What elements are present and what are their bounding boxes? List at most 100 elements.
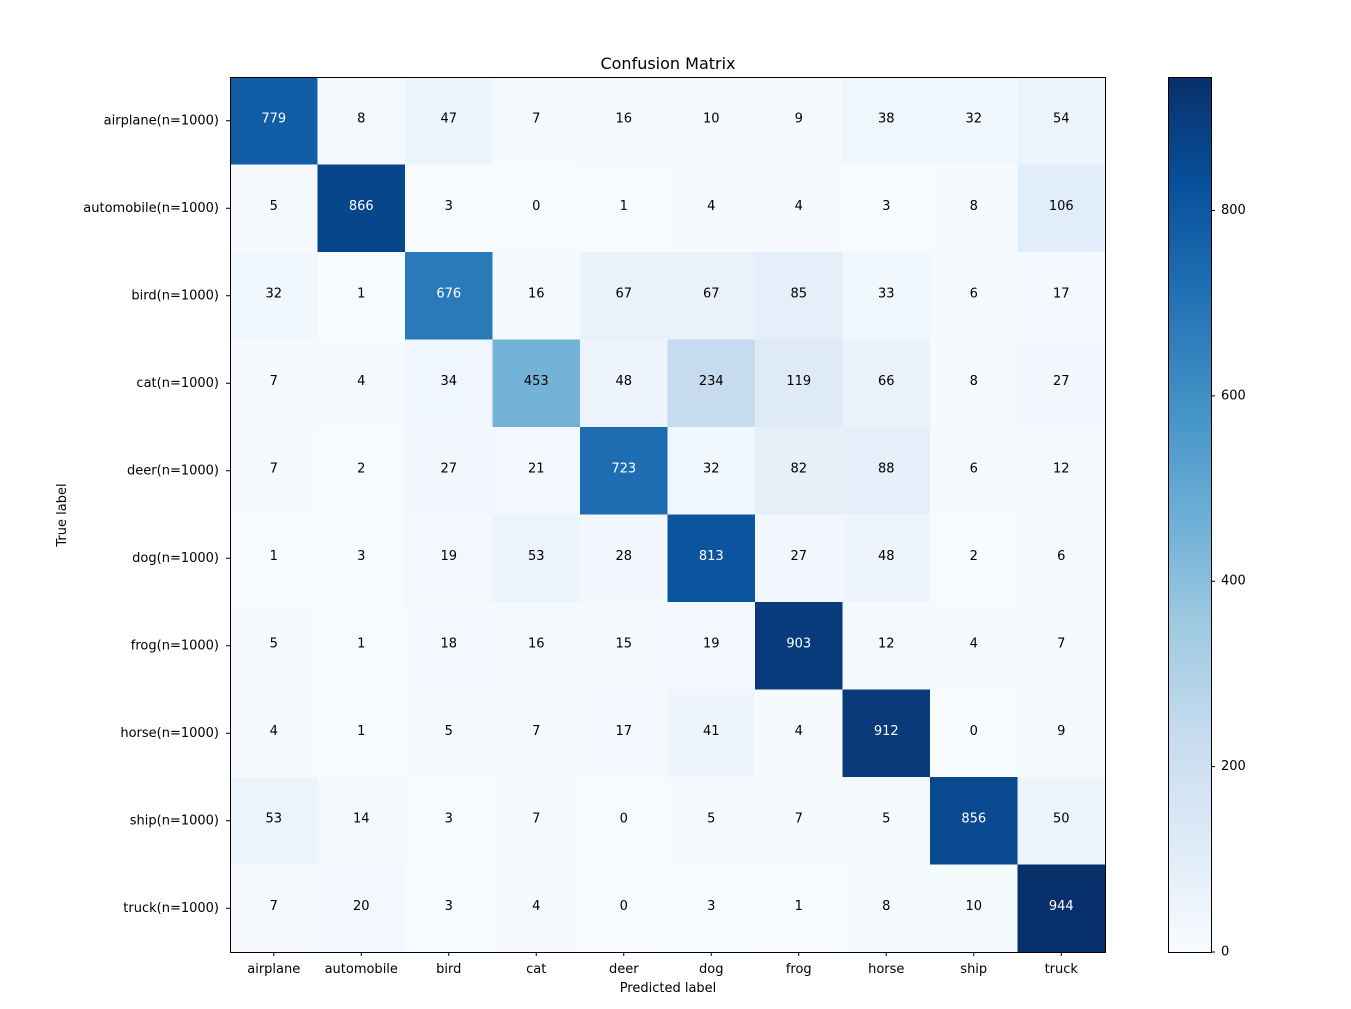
y-tick-label: airplane(n=1000): [104, 113, 219, 128]
cell-value-label: 4: [795, 724, 803, 739]
cell-value-label: 119: [786, 374, 811, 389]
y-axis-ticks: airplane(n=1000) automobile(n=1000) bird(n…: [83, 113, 230, 916]
cell-value-label: 4: [795, 199, 803, 214]
cell-value-label: 7: [532, 811, 540, 826]
cell-value-label: 12: [1053, 461, 1070, 476]
cell-value-label: 67: [615, 286, 632, 301]
heatmap-cell: [580, 339, 668, 428]
heatmap-cell: [667, 339, 756, 428]
cell-value-label: 5: [445, 724, 453, 739]
heatmap-cell: [667, 514, 756, 603]
heatmap-cell: [317, 689, 406, 778]
x-tick-label: deer: [609, 962, 639, 977]
y-tick-label: bird(n=1000): [131, 288, 219, 303]
cell-value-label: 18: [440, 636, 457, 651]
cell-value-label: 3: [445, 899, 453, 914]
heatmap-cell: [405, 864, 493, 953]
cell-value-label: 32: [703, 461, 720, 476]
cell-value-label: 4: [357, 374, 365, 389]
x-tick-label: horse: [868, 962, 904, 977]
heatmap-cell: [667, 77, 756, 165]
colorbar-tick-label: 0: [1221, 945, 1229, 960]
heatmap-cell: [1017, 602, 1106, 690]
cell-value-label: 6: [970, 286, 978, 301]
heatmap-cell: [317, 339, 406, 428]
cell-value-label: 28: [615, 549, 632, 564]
cell-value-label: 27: [1053, 374, 1070, 389]
cell-value-label: 912: [874, 724, 899, 739]
heatmap-cell: [842, 689, 931, 778]
cell-value-label: 4: [532, 899, 540, 914]
cell-value-label: 2: [357, 461, 365, 476]
cell-value-label: 9: [795, 111, 803, 126]
plot-frame: [230, 77, 1106, 953]
cell-value-label: 4: [270, 724, 278, 739]
cell-value-label: 944: [1049, 899, 1074, 914]
cell-value-label: 8: [970, 374, 978, 389]
heatmap-cell: [667, 777, 756, 865]
heatmap-cell: [755, 864, 843, 953]
heatmap-cell: [405, 339, 493, 428]
heatmap-cell: [930, 252, 1018, 340]
x-tick-label: bird: [436, 962, 461, 977]
heatmap-cell: [930, 777, 1018, 865]
cell-value-label: 2: [970, 549, 978, 564]
heatmap-cell: [492, 777, 581, 865]
x-axis-label: Predicted label: [620, 981, 717, 996]
cell-value-label: 66: [878, 374, 895, 389]
cell-value-label: 5: [270, 199, 278, 214]
heatmap-cell: [405, 689, 493, 778]
heatmap-cell: [580, 164, 668, 253]
cell-value-label: 47: [440, 111, 457, 126]
cell-value-label: 82: [790, 461, 807, 476]
heatmap-cell: [492, 77, 581, 165]
heatmap-cell: [317, 602, 406, 690]
heatmap-cell: [230, 777, 318, 865]
cell-value-label: 1: [270, 549, 278, 564]
heatmap-cell: [230, 252, 318, 340]
cell-value-label: 1: [620, 199, 628, 214]
heatmap-cell: [842, 777, 931, 865]
heatmap-cell: [1017, 339, 1106, 428]
chart-title: Confusion Matrix: [600, 54, 735, 73]
heatmap-cell: [492, 427, 581, 515]
x-tick-label: frog: [786, 962, 812, 977]
colorbar-tick-label: 400: [1221, 574, 1246, 589]
heatmap-cell: [667, 164, 756, 253]
cell-value-label: 7: [270, 374, 278, 389]
cell-value-label: 67: [703, 286, 720, 301]
heatmap-cell: [492, 514, 581, 603]
heatmap-cell: [405, 252, 493, 340]
cell-value-label: 0: [970, 724, 978, 739]
heatmap-cell: [755, 77, 843, 165]
cell-value-label: 50: [1053, 811, 1070, 826]
heatmap-cell: [930, 164, 1018, 253]
y-tick-label: ship(n=1000): [130, 813, 219, 828]
heatmap-cell: [755, 252, 843, 340]
cell-value-label: 8: [882, 899, 890, 914]
cell-value-label: 19: [703, 636, 720, 651]
cell-value-label: 7: [532, 111, 540, 126]
x-tick-label: airplane: [247, 962, 300, 977]
heatmap-cell: [842, 514, 931, 603]
cell-value-label: 4: [707, 199, 715, 214]
cell-value-label: 14: [353, 811, 370, 826]
colorbar-tick-label: 800: [1221, 203, 1246, 218]
cell-value-label: 3: [445, 199, 453, 214]
x-tick-label: automobile: [325, 962, 398, 977]
heatmap-cell: [755, 777, 843, 865]
cell-value-label: 5: [270, 636, 278, 651]
cell-value-label: 3: [882, 199, 890, 214]
heatmap-cell: [755, 164, 843, 253]
heatmap-cell: [667, 864, 756, 953]
cell-value-label: 9: [1057, 724, 1065, 739]
cell-value-label: 1: [357, 724, 365, 739]
heatmap-cell: [580, 252, 668, 340]
cell-value-label: 48: [615, 374, 632, 389]
heatmap-cell: [842, 252, 931, 340]
colorbar-tick-label: 600: [1221, 388, 1246, 403]
heatmap-cell: [842, 864, 931, 953]
heatmap-cell: [930, 514, 1018, 603]
cell-value-label: 8: [970, 199, 978, 214]
